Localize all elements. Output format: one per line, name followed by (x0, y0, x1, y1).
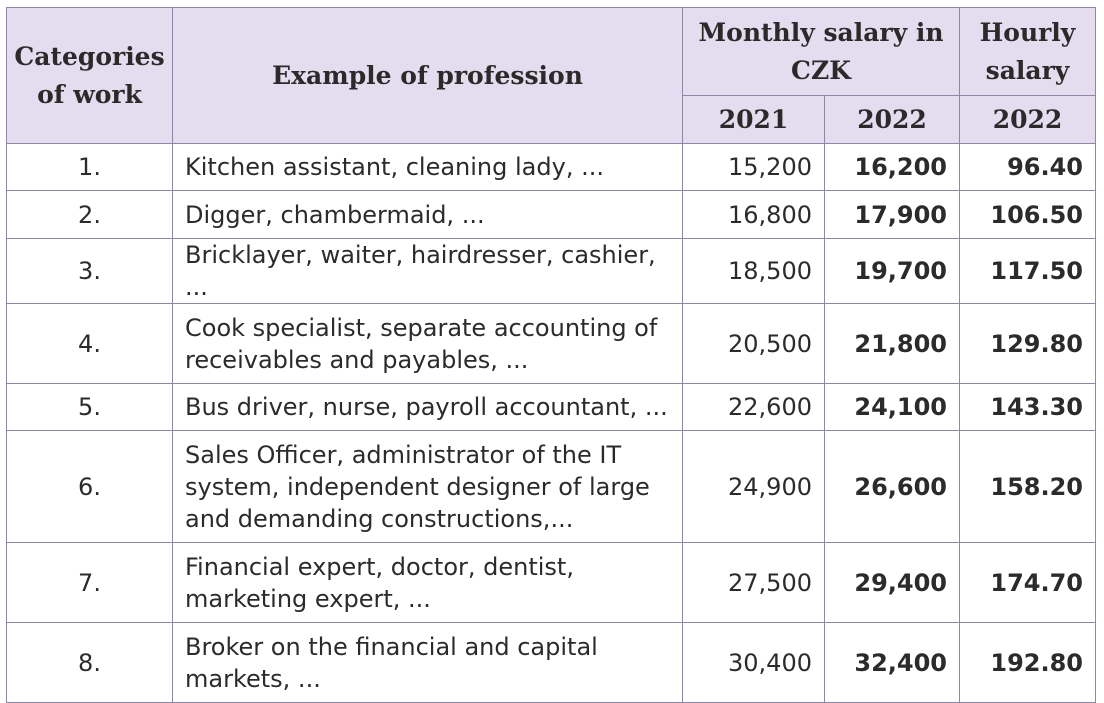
table-row: 8. Broker on the financial and capital m… (6, 622, 1096, 703)
hourly-2022-cell: 192.80 (959, 622, 1096, 703)
header-example-profession: Example of profession (172, 7, 683, 144)
monthly-2021-cell: 27,500 (682, 542, 825, 623)
salary-table-container: Categories of work Example of profession… (6, 7, 1096, 703)
header-year-2022-monthly: 2022 (824, 95, 960, 144)
header-categories: Categories of work (6, 7, 173, 144)
profession-cell: Sales Officer, administrator of the IT s… (172, 430, 683, 543)
monthly-2021-cell: 20,500 (682, 303, 825, 384)
hourly-2022-cell: 143.30 (959, 383, 1096, 431)
category-cell: 5. (6, 383, 173, 431)
monthly-2021-cell: 24,900 (682, 430, 825, 543)
table-row: 7. Financial expert, doctor, dentist, ma… (6, 542, 1096, 623)
table-row: 6. Sales Officer, administrator of the I… (6, 430, 1096, 543)
header-hourly-salary: Hourly salary (959, 7, 1096, 96)
profession-cell: Bus driver, nurse, payroll accountant, .… (172, 383, 683, 431)
monthly-2021-cell: 15,200 (682, 143, 825, 191)
hourly-2022-cell: 106.50 (959, 190, 1096, 239)
table-row: 3. Bricklayer, waiter, hairdresser, cash… (6, 238, 1096, 304)
profession-cell: Broker on the financial and capital mark… (172, 622, 683, 703)
profession-cell: Kitchen assistant, cleaning lady, ... (172, 143, 683, 191)
table-row: 5. Bus driver, nurse, payroll accountant… (6, 383, 1096, 431)
hourly-2022-cell: 174.70 (959, 542, 1096, 623)
hourly-2022-cell: 129.80 (959, 303, 1096, 384)
category-cell: 7. (6, 542, 173, 623)
salary-table: Categories of work Example of profession… (6, 7, 1096, 703)
category-cell: 6. (6, 430, 173, 543)
table-row: 2. Digger, chambermaid, ... 16,800 17,90… (6, 190, 1096, 239)
category-cell: 1. (6, 143, 173, 191)
monthly-2022-cell: 17,900 (824, 190, 960, 239)
header-year-2022-hourly: 2022 (959, 95, 1096, 144)
header-monthly-salary: Monthly salary in CZK (682, 7, 960, 96)
hourly-2022-cell: 96.40 (959, 143, 1096, 191)
profession-cell: Cook specialist, separate accounting of … (172, 303, 683, 384)
profession-cell: Financial expert, doctor, dentist, marke… (172, 542, 683, 623)
monthly-2021-cell: 30,400 (682, 622, 825, 703)
monthly-2022-cell: 21,800 (824, 303, 960, 384)
monthly-2022-cell: 24,100 (824, 383, 960, 431)
profession-cell: Digger, chambermaid, ... (172, 190, 683, 239)
table-row: 1. Kitchen assistant, cleaning lady, ...… (6, 143, 1096, 191)
monthly-2022-cell: 19,700 (824, 238, 960, 304)
hourly-2022-cell: 158.20 (959, 430, 1096, 543)
monthly-2022-cell: 16,200 (824, 143, 960, 191)
table-row: 4. Cook specialist, separate accounting … (6, 303, 1096, 384)
monthly-2022-cell: 26,600 (824, 430, 960, 543)
profession-cell: Bricklayer, waiter, hairdresser, cashier… (172, 238, 683, 304)
header-year-2021: 2021 (682, 95, 825, 144)
category-cell: 2. (6, 190, 173, 239)
category-cell: 8. (6, 622, 173, 703)
monthly-2022-cell: 29,400 (824, 542, 960, 623)
monthly-2021-cell: 22,600 (682, 383, 825, 431)
monthly-2021-cell: 18,500 (682, 238, 825, 304)
hourly-2022-cell: 117.50 (959, 238, 1096, 304)
monthly-2022-cell: 32,400 (824, 622, 960, 703)
category-cell: 3. (6, 238, 173, 304)
monthly-2021-cell: 16,800 (682, 190, 825, 239)
category-cell: 4. (6, 303, 173, 384)
